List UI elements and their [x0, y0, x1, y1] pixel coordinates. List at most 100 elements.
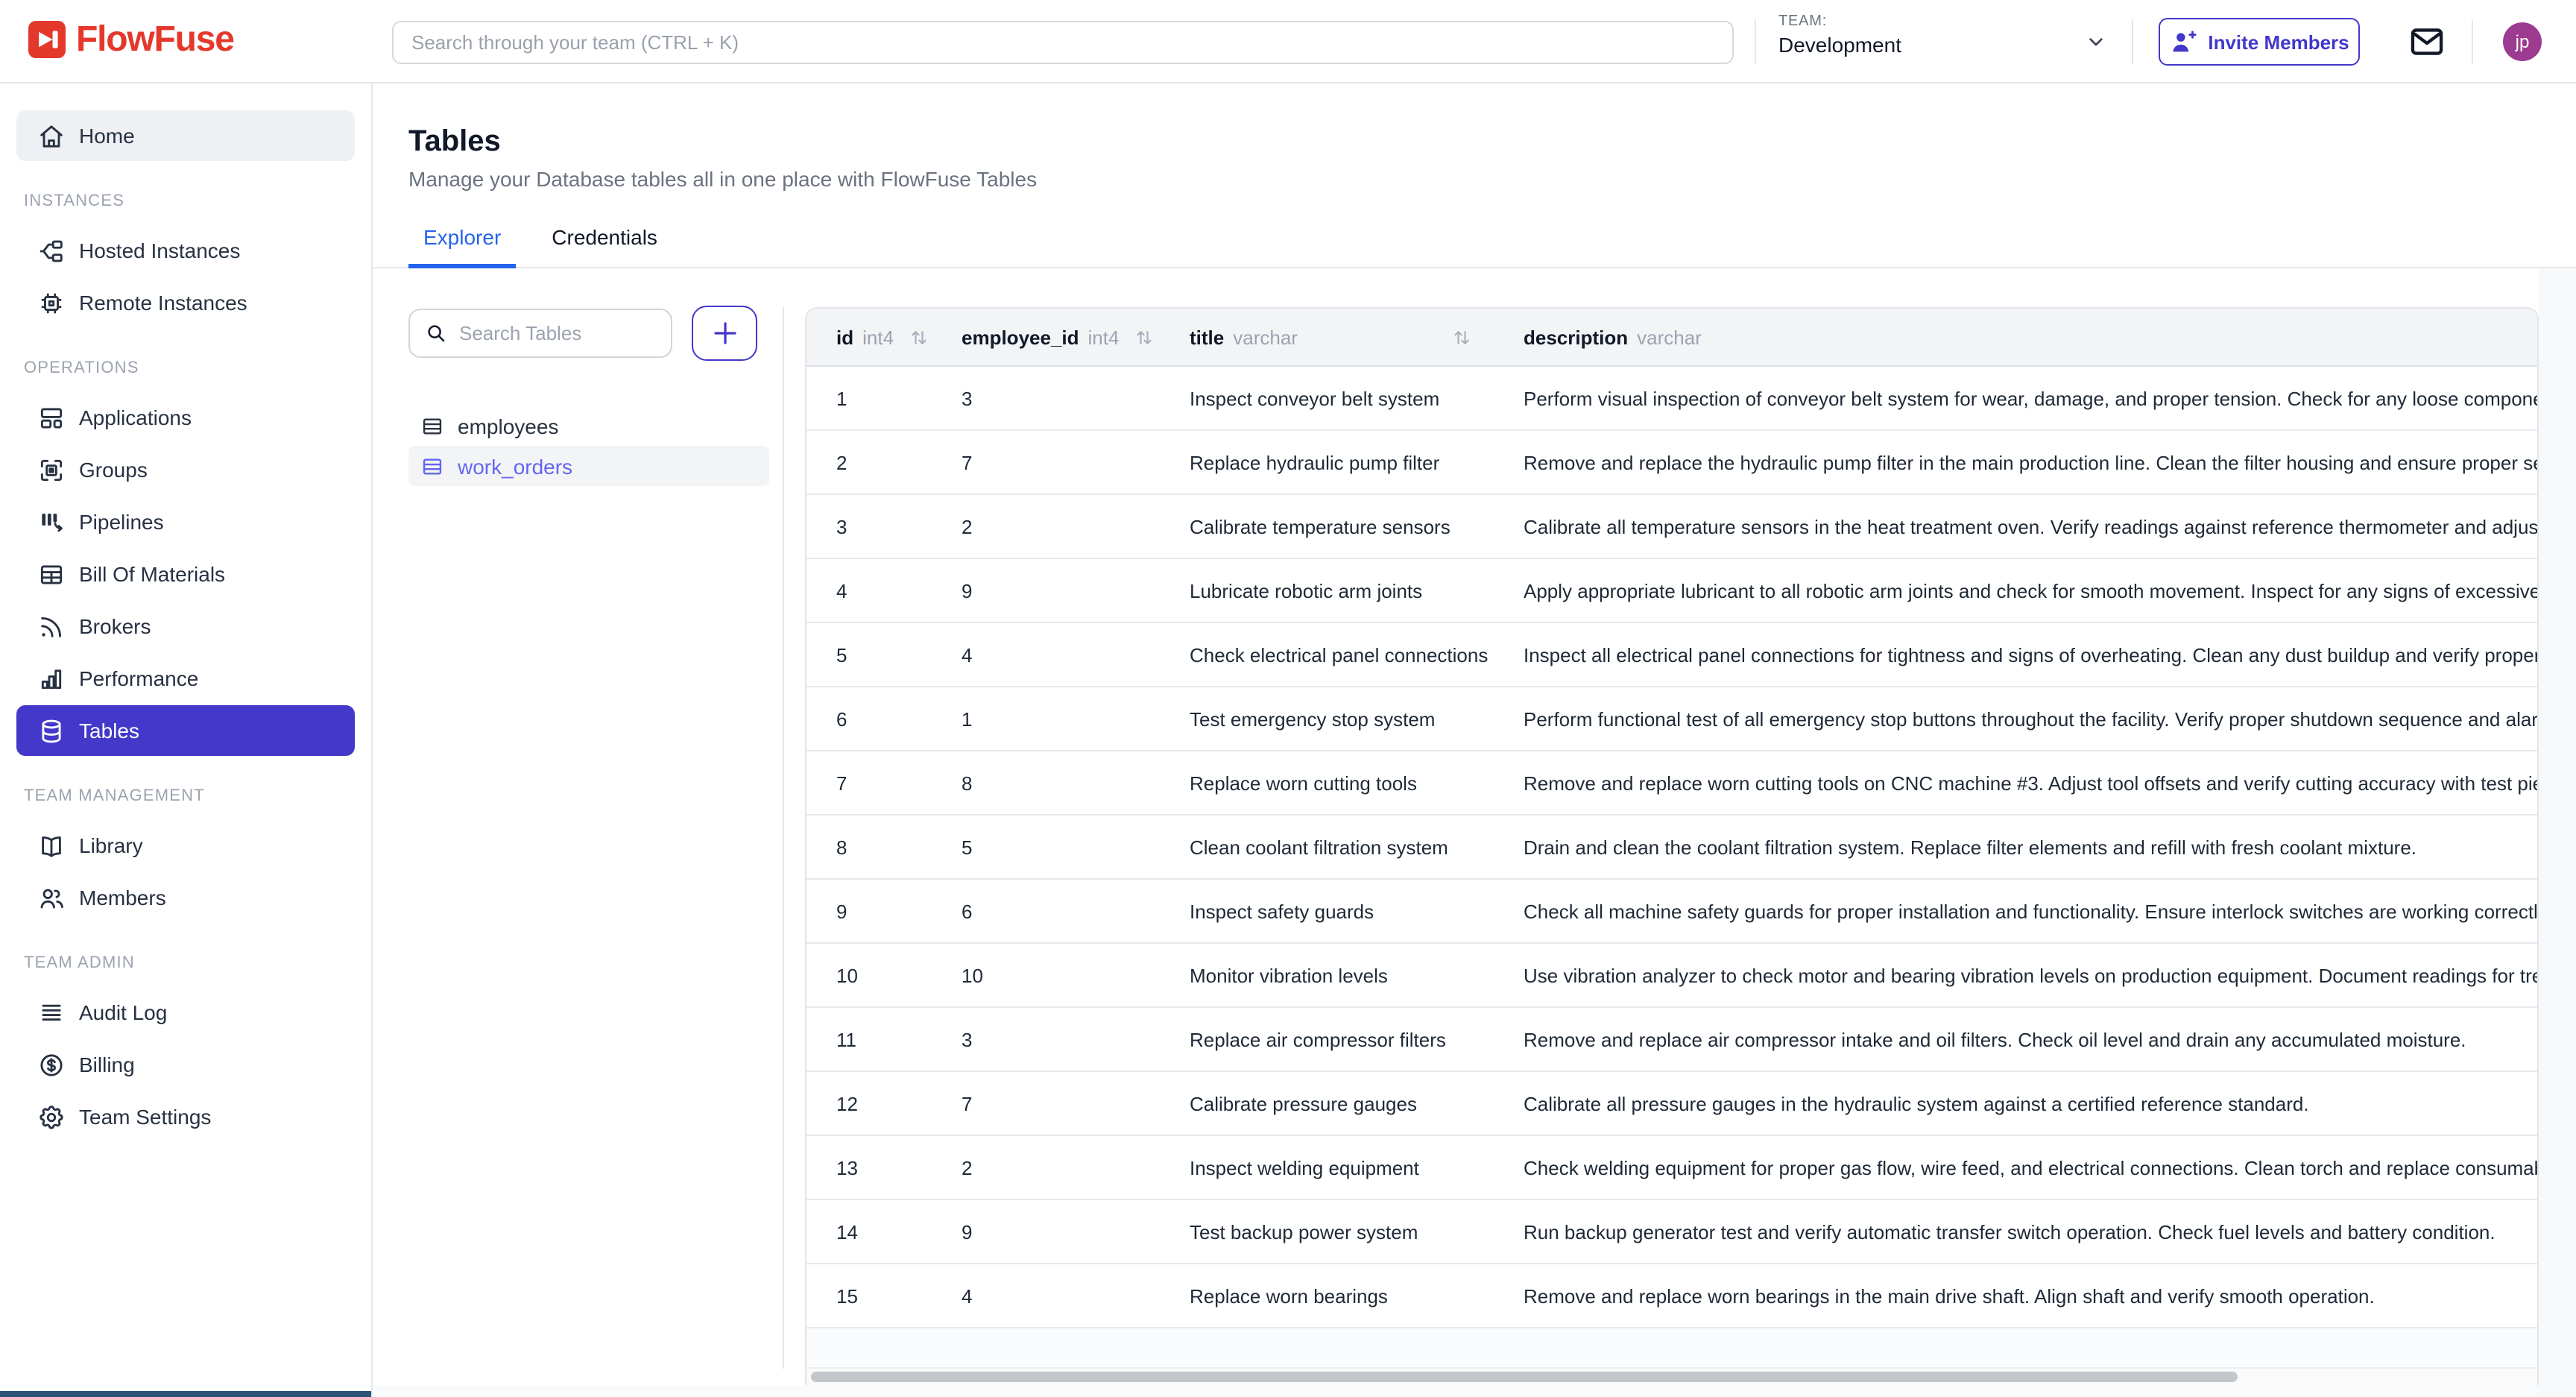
table-row[interactable]: 13 2 Inspect welding equipment Check weldin… [806, 1136, 2537, 1200]
sidebar-item-billing[interactable]: Billing [16, 1039, 355, 1090]
table-row[interactable]: 6 1 Test emergency stop system Perform func… [806, 687, 2537, 751]
cell-description: Run backup generator test and verify aut… [1524, 1220, 2496, 1243]
table-row[interactable]: 7 8 Replace worn cutting tools Remove and r… [806, 751, 2537, 816]
cell-id: 6 [836, 707, 847, 730]
tab-explorer[interactable]: Explorer [408, 225, 517, 268]
cell-id: 13 [836, 1156, 858, 1179]
brokers-icon [37, 612, 66, 640]
user-avatar[interactable]: jp [2503, 22, 2542, 61]
sidebar-item-library[interactable]: Library [16, 820, 355, 871]
bottom-band [373, 1385, 2539, 1397]
team-selector[interactable]: TEAM: Development [1778, 13, 1901, 57]
sidebar-item-brokers[interactable]: Brokers [16, 601, 355, 652]
right-gutter [2539, 268, 2576, 1397]
top-bar: FlowFuse TEAM: Development Invite Member… [0, 0, 2576, 83]
cell-id: 7 [836, 772, 847, 794]
global-search-input[interactable] [392, 21, 1734, 64]
cell-title: Lubricate robotic arm joints [1190, 579, 1423, 602]
cell-title: Inspect safety guards [1190, 900, 1374, 922]
library-icon [37, 831, 66, 860]
sidebar-item-audit-log[interactable]: Audit Log [16, 987, 355, 1038]
table-row[interactable]: 5 4 Check electrical panel connections Insp… [806, 623, 2539, 687]
column-type: int4 [1087, 326, 1120, 348]
table-row[interactable]: 10 10 Monitor vibration levels Use vibratio… [806, 944, 2539, 1008]
sidebar-item-remote-instances[interactable]: Remote Instances [16, 277, 355, 328]
horizontal-scrollbar[interactable] [806, 1367, 2537, 1385]
flowfuse-wordmark: FlowFuse [76, 19, 235, 59]
invite-members-button[interactable]: Invite Members [2159, 18, 2360, 66]
data-table-header: id int4 employee_id int4 title varchar descrip… [806, 309, 2537, 367]
table-row[interactable]: 11 3 Replace air compressor filters Remove … [806, 1008, 2537, 1072]
sidebar-item-groups[interactable]: Groups [16, 444, 355, 495]
table-row[interactable]: 12 7 Calibrate pressure gauges Calibrate al… [806, 1072, 2537, 1136]
sort-icon[interactable] [1450, 326, 1473, 348]
table-row[interactable]: 9 6 Inspect safety guards Check all machine… [806, 880, 2537, 944]
cell-id: 9 [836, 900, 847, 922]
sidebar-item-bill-of-materials[interactable]: Bill Of Materials [16, 549, 355, 599]
cell-employee_id: 10 [962, 964, 983, 986]
invite-members-label: Invite Members [2208, 31, 2349, 53]
tabs: Explorer Credentials [408, 225, 672, 268]
column-header-description[interactable]: description varchar [1494, 309, 2537, 365]
table-grid-icon [420, 414, 444, 438]
sidebar-item-applications[interactable]: Applications [16, 392, 355, 443]
cell-employee_id: 4 [962, 1284, 973, 1307]
column-name: id [836, 326, 854, 348]
cell-title: Replace hydraulic pump filter [1190, 451, 1440, 473]
sort-icon[interactable] [907, 326, 929, 348]
cell-description: Perform visual inspection of conveyor be… [1524, 387, 2539, 409]
team-label: TEAM: [1778, 13, 1828, 30]
mail-icon[interactable] [2408, 22, 2446, 61]
search-icon [428, 325, 445, 342]
column-type: int4 [862, 326, 894, 348]
table-row[interactable]: 8 5 Clean coolant filtration system Drain a… [806, 816, 2537, 880]
table-row[interactable]: 15 4 Replace worn bearings Remove and repla… [806, 1264, 2537, 1328]
chevron-down-icon[interactable] [2084, 30, 2108, 54]
sidebar-item-hosted-instances[interactable]: Hosted Instances [16, 225, 355, 276]
horizontal-scrollbar-thumb[interactable] [811, 1372, 2238, 1382]
sidebar-section-label: INSTANCES [24, 192, 125, 210]
column-header-title[interactable]: title varchar [1160, 309, 1494, 365]
table-row[interactable]: 2 7 Replace hydraulic pump filter Remove an… [806, 431, 2537, 495]
table-list-item-employees[interactable]: employees [408, 406, 769, 446]
sort-icon[interactable] [1132, 326, 1155, 348]
cell-employee_id: 1 [962, 707, 973, 730]
table-row[interactable]: 4 9 Lubricate robotic arm joints Apply appr… [806, 559, 2537, 623]
column-name: title [1190, 326, 1225, 348]
tables-search-input[interactable] [459, 322, 656, 344]
column-header-id[interactable]: id int4 [806, 309, 932, 365]
sidebar-item-pipelines[interactable]: Pipelines [16, 496, 355, 547]
cell-employee_id: 8 [962, 772, 973, 794]
sidebar-item-members[interactable]: Members [16, 872, 355, 923]
performance-icon [37, 664, 66, 693]
add-table-button[interactable] [692, 306, 757, 361]
sidebar-item-label: Bill Of Materials [79, 562, 226, 586]
cell-title: Inspect conveyor belt system [1190, 387, 1440, 409]
flowfuse-logo[interactable]: FlowFuse [28, 19, 235, 59]
hosted-instances-icon [37, 236, 66, 265]
cell-description: Inspect all electrical panel connections… [1524, 643, 2539, 666]
members-icon [37, 883, 66, 912]
column-header-employee_id[interactable]: employee_id int4 [932, 309, 1160, 365]
data-table: id int4 employee_id int4 title varchar descrip… [806, 309, 2539, 1328]
cell-description: Use vibration analyzer to check motor an… [1524, 964, 2539, 986]
table-row[interactable]: 3 2 Calibrate temperature sensors Calibrate… [806, 495, 2539, 559]
tab-credentials[interactable]: Credentials [552, 225, 657, 249]
sidebar-item-label: Performance [79, 666, 199, 690]
table-row[interactable]: 14 9 Test backup power system Run backup ge… [806, 1200, 2537, 1264]
header-divider [1755, 19, 1756, 64]
column-name: description [1524, 326, 1629, 348]
sidebar-item-team-settings[interactable]: Team Settings [16, 1091, 355, 1142]
page-title: Tables [408, 125, 501, 158]
cell-description: Calibrate all temperature sensors in the… [1524, 515, 2539, 537]
tabs-divider [373, 267, 2576, 268]
sidebar-item-tables[interactable]: Tables [16, 705, 355, 756]
sidebar-item-home[interactable]: Home [16, 110, 355, 161]
team-name: Development [1778, 33, 1901, 57]
sidebar-item-performance[interactable]: Performance [16, 653, 355, 704]
table-list: employees work_orders [408, 406, 769, 486]
column-type: varchar [1637, 326, 1702, 348]
table-row[interactable]: 1 3 Inspect conveyor belt system Perform vi… [806, 367, 2539, 431]
table-list-item-work_orders[interactable]: work_orders [408, 446, 769, 486]
